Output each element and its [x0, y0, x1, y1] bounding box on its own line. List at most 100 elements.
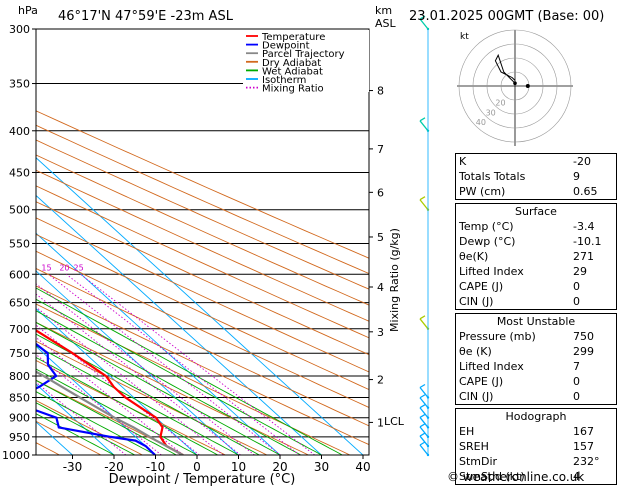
mu-label: CIN (J) [459, 390, 494, 403]
pressure-tick-label: 850 [9, 391, 30, 404]
basic-row: Totals Totals 9 [456, 169, 616, 184]
wet-adiabat-line [36, 357, 219, 455]
hodo-value: 157 [573, 440, 594, 453]
hodo-ring [458, 29, 572, 143]
surface-value: 0 [573, 295, 580, 308]
lcl-label: LCL [384, 415, 405, 428]
hodo-label: StmSpd (kt) [459, 470, 525, 483]
hodo-row: StmDir 232° [456, 454, 616, 469]
mixing-ratio-label: 25 [74, 263, 84, 272]
basic-value: -20 [573, 155, 591, 168]
isotherm-line [36, 232, 281, 455]
hodo-ring [486, 57, 544, 115]
basic-label: K [459, 155, 467, 168]
surface-title: Surface [515, 205, 557, 218]
hodo-row: StmSpd (kt) 4 [456, 469, 616, 484]
pressure-tick-label: 550 [9, 237, 30, 250]
surface-value: 271 [573, 250, 594, 263]
legend-label: Temperature [261, 32, 325, 43]
mixing-ratio-line [80, 273, 315, 455]
asl-label: ASL [375, 17, 397, 30]
basic-label: PW (cm) [459, 185, 506, 198]
surface-box: Surface Temp (°C) -3.4 Dewp (°C) -10.1 θe(K)… [455, 203, 617, 310]
surface-row: Lifted Index 29 [456, 264, 616, 279]
temp-tick-label: -30 [63, 460, 83, 474]
wind-barb [419, 117, 430, 132]
datetime-title: 23.01.2025 00GMT (Base: 00) [409, 9, 604, 24]
surface-value: -10.1 [573, 235, 602, 248]
basic-value: 0.65 [573, 185, 598, 198]
mu-row: CIN (J) 0 [456, 389, 616, 404]
dry-adiabat-line [36, 340, 268, 455]
surface-row: CAPE (J) 0 [456, 279, 616, 294]
temp-tick-label: -10 [146, 460, 166, 474]
mu-label: Pressure (mb) [459, 330, 536, 343]
dry-adiabat-line [36, 201, 369, 356]
wet-adiabat-line [36, 368, 198, 455]
isotherm-line [36, 345, 157, 455]
credit-text: © weatheronline.co.uk [447, 470, 585, 484]
dry-adiabat-line [36, 169, 369, 322]
km-tick-label: 6 [377, 186, 384, 199]
mixing-ratio-line [36, 353, 162, 455]
basic-label: Totals Totals [459, 170, 526, 183]
mixing-ratio-line [36, 324, 200, 455]
hodo-value: 232° [573, 455, 600, 468]
dry-adiabat-line [36, 154, 369, 306]
mixing-ratio-line [36, 306, 224, 455]
isotherm-line [36, 308, 198, 455]
dry-adiabat-line [36, 110, 369, 259]
wet-adiabat-line [36, 287, 343, 455]
mixing-ratio-label: 20 [59, 263, 69, 272]
mixing-ratio-line [36, 283, 255, 455]
dry-adiabat-line [36, 359, 227, 455]
mixing-ratio-line [36, 381, 127, 455]
mu-value: 7 [573, 360, 580, 373]
mu-row: θe (K) 299 [456, 344, 616, 359]
pressure-tick-label: 300 [9, 23, 30, 36]
km-tick-label: 4 [377, 281, 384, 294]
wet-adiabat-line [36, 298, 322, 455]
hodo-label: StmDir [459, 455, 498, 468]
km-tick-label: 3 [377, 326, 384, 339]
temp-tick-label: 10 [231, 460, 246, 474]
dry-adiabat-line [36, 267, 369, 427]
hodo-unit-label: kt [460, 32, 469, 42]
mixing-ratio-line [66, 273, 300, 455]
mixing-ratio-line [36, 336, 184, 455]
wet-adiabat-line [36, 402, 136, 455]
pressure-tick-label: 750 [9, 347, 30, 360]
surface-label: Lifted Index [459, 265, 524, 278]
indices-panel: K -20 Totals Totals 9 PW (cm) 0.65 Surface Te… [455, 153, 617, 485]
hodo-ring-label: 30 [486, 108, 496, 117]
isotherm-line [36, 157, 364, 455]
mixing-ratio-axis-label: Mixing Ratio (g/kg) [388, 228, 401, 332]
surface-value: 29 [573, 265, 587, 278]
hpa-label: hPa [18, 4, 38, 17]
dewpoint-line [36, 342, 156, 455]
basic-value: 9 [573, 170, 580, 183]
basic-row: PW (cm) 0.65 [456, 184, 616, 199]
mu-value: 750 [573, 330, 594, 343]
wet-adiabat-line [36, 391, 156, 455]
km-tick-label: 5 [377, 231, 384, 244]
isotherm-line [36, 270, 240, 455]
mixing-ratio-line [36, 293, 241, 455]
legend-label: Parcel Trajectory [262, 49, 345, 60]
wet-adiabat-line [36, 321, 281, 455]
surface-value: -3.4 [573, 220, 595, 233]
isotherm-line [0, 0, 9, 472]
temp-tick-label: 30 [314, 460, 329, 474]
km-tick-label: 2 [377, 374, 384, 387]
surface-row: Dewp (°C) -10.1 [456, 234, 616, 249]
surface-row: Temp (°C) -3.4 [456, 219, 616, 234]
dry-adiabat-line [36, 285, 369, 446]
pressure-tick-label: 700 [9, 323, 30, 336]
hodograph-title: Hodograph [505, 410, 567, 423]
wet-adiabat-line [36, 345, 239, 455]
km-tick-label: 8 [377, 85, 384, 98]
hodo-row: EH 167 [456, 424, 616, 439]
mixing-ratio-label: 15 [41, 263, 51, 272]
surface-label: CIN (J) [459, 295, 494, 308]
hodo-row: SREH 157 [456, 439, 616, 454]
